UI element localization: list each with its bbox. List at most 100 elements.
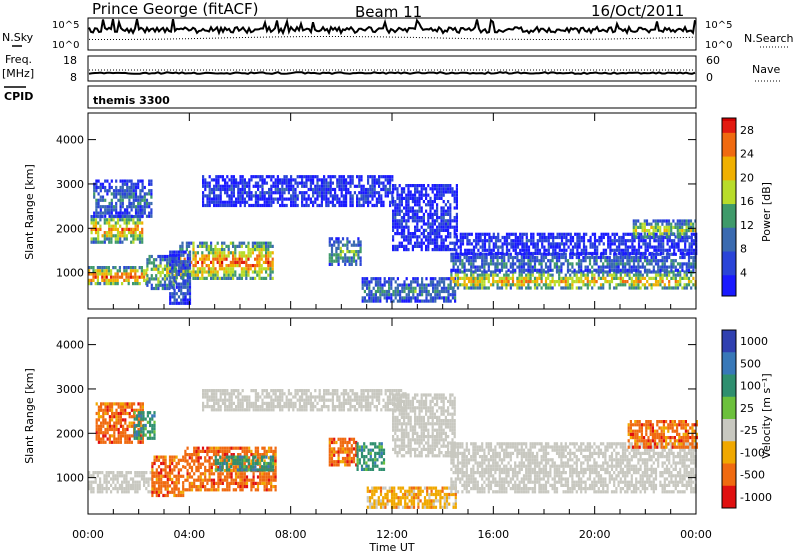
scatter-cell-1 bbox=[129, 434, 131, 437]
scatter-cell-2 bbox=[135, 215, 137, 218]
scatter-cell-1 bbox=[110, 237, 112, 240]
scatter-cell-4 bbox=[267, 248, 269, 251]
scatter-cell-9 bbox=[394, 216, 396, 219]
scatter-cell-4 bbox=[203, 267, 205, 270]
scatter-cell-9 bbox=[440, 219, 442, 222]
scatter-cell-13 bbox=[681, 232, 683, 235]
scatter-cell-0 bbox=[119, 266, 121, 269]
scatter-cell-12 bbox=[581, 252, 583, 255]
scatter-cell-6 bbox=[239, 175, 241, 178]
scatter-cell-3 bbox=[158, 481, 160, 484]
scatter-cell-12 bbox=[625, 239, 627, 242]
scatter-cell-1 bbox=[131, 441, 133, 444]
scatter-cell-11 bbox=[545, 256, 547, 259]
scatter-cell-10 bbox=[565, 274, 567, 277]
scatter-cell-10 bbox=[461, 270, 463, 273]
scatter-cell-8 bbox=[414, 277, 416, 280]
scatter-cell-4 bbox=[211, 463, 213, 466]
colorbar-segment bbox=[722, 260, 736, 263]
scatter-cell-11 bbox=[477, 256, 479, 259]
scatter-cell-11 bbox=[635, 256, 637, 259]
scatter-cell-4 bbox=[258, 242, 260, 245]
scatter-cell-11 bbox=[580, 259, 582, 262]
scatter-cell-10 bbox=[488, 277, 490, 280]
scatter-cell-1 bbox=[121, 234, 123, 237]
scatter-cell-7 bbox=[353, 256, 355, 259]
scatter-cell-2 bbox=[104, 199, 106, 202]
scatter-cell-5 bbox=[182, 299, 184, 302]
scatter-cell-9 bbox=[394, 187, 396, 190]
scatter-cell-9 bbox=[392, 229, 394, 232]
scatter-cell-10 bbox=[483, 274, 485, 277]
scatter-cell-12 bbox=[455, 249, 457, 252]
scatter-cell-1 bbox=[91, 221, 93, 224]
scatter-cell-1 bbox=[122, 434, 124, 437]
scatter-cell-10 bbox=[578, 280, 580, 283]
scatter-cell-6 bbox=[246, 194, 248, 197]
scatter-cell-6 bbox=[334, 194, 336, 197]
scatter-cell-1 bbox=[108, 218, 110, 221]
scatter-cell-12 bbox=[667, 239, 669, 242]
scatter-cell-8 bbox=[432, 290, 434, 293]
scatter-cell-12 bbox=[583, 233, 585, 236]
scatter-cell-10 bbox=[483, 280, 485, 283]
scatter-cell-2 bbox=[98, 202, 100, 205]
scatter-cell-10 bbox=[497, 274, 499, 277]
scatter-cell-4 bbox=[223, 270, 225, 273]
scatter-cell-4 bbox=[189, 472, 191, 475]
scatter-cell-9 bbox=[432, 219, 434, 222]
scatter-cell-4 bbox=[201, 270, 203, 273]
scatter-cell-12 bbox=[623, 236, 625, 239]
scatter-cell-7 bbox=[342, 244, 344, 247]
scatter-cell-12 bbox=[513, 246, 515, 249]
scatter-cell-4 bbox=[267, 261, 269, 264]
scatter-cell-10 bbox=[472, 270, 474, 273]
nsky-strip: N.Sky 10^5 10^0 10^5 10^0 N.Search bbox=[2, 18, 794, 51]
scatter-cell-4 bbox=[188, 242, 190, 245]
scatter-cell-12 bbox=[513, 242, 515, 245]
scatter-cell-6 bbox=[376, 201, 378, 204]
scatter-cell-6 bbox=[387, 188, 389, 191]
scatter-cell-1 bbox=[140, 402, 142, 405]
scatter-cell-2 bbox=[126, 180, 128, 183]
scatter-cell-12 bbox=[497, 252, 499, 255]
scatter-cell-8 bbox=[423, 300, 425, 303]
scatter-cell-4 bbox=[225, 245, 227, 248]
scatter-cell-2 bbox=[144, 212, 146, 215]
scatter-cell-11 bbox=[545, 266, 547, 269]
scatter-cell-4 bbox=[195, 274, 197, 277]
scatter-cell-0 bbox=[99, 266, 101, 269]
scatter-cell-4 bbox=[200, 488, 202, 491]
scatter-cell-3 bbox=[146, 277, 148, 280]
colorbar-segment bbox=[722, 204, 736, 207]
scatter-cell-2 bbox=[98, 186, 100, 189]
scatter-cell-11 bbox=[673, 262, 675, 265]
scatter-cell-10 bbox=[600, 283, 602, 286]
scatter-cell-8 bbox=[362, 284, 364, 287]
scatter-cell-4 bbox=[208, 258, 210, 261]
scatter-cell-13 bbox=[639, 223, 641, 226]
scatter-cell-6 bbox=[239, 178, 241, 181]
scatter-cell-4 bbox=[232, 274, 234, 277]
scatter-cell-6 bbox=[382, 182, 384, 185]
scatter-cell-9 bbox=[451, 219, 453, 222]
scatter-cell-1 bbox=[129, 402, 131, 405]
scatter-cell-9 bbox=[421, 184, 423, 187]
scatter-cell-11 bbox=[521, 256, 523, 259]
scatter-cell-6 bbox=[367, 188, 369, 191]
scatter-cell-6 bbox=[371, 191, 373, 194]
scatter-cell-12 bbox=[460, 252, 462, 255]
scatter-cell-12 bbox=[612, 239, 614, 242]
scatter-cell-12 bbox=[649, 239, 651, 242]
scatter-cell-4 bbox=[193, 472, 195, 475]
scatter-cell-11 bbox=[589, 256, 591, 259]
scatter-cell-9 bbox=[392, 216, 394, 219]
scatter-cell-11 bbox=[563, 256, 565, 259]
scatter-cell-2 bbox=[104, 212, 106, 215]
scatter-cell-2 bbox=[102, 183, 104, 186]
scatter-cell-10 bbox=[611, 274, 613, 277]
scatter-cell-6 bbox=[272, 198, 274, 201]
scatter-cell-12 bbox=[614, 252, 616, 255]
scatter-cell-9 bbox=[394, 206, 396, 209]
scatter-cell-10 bbox=[646, 280, 648, 283]
